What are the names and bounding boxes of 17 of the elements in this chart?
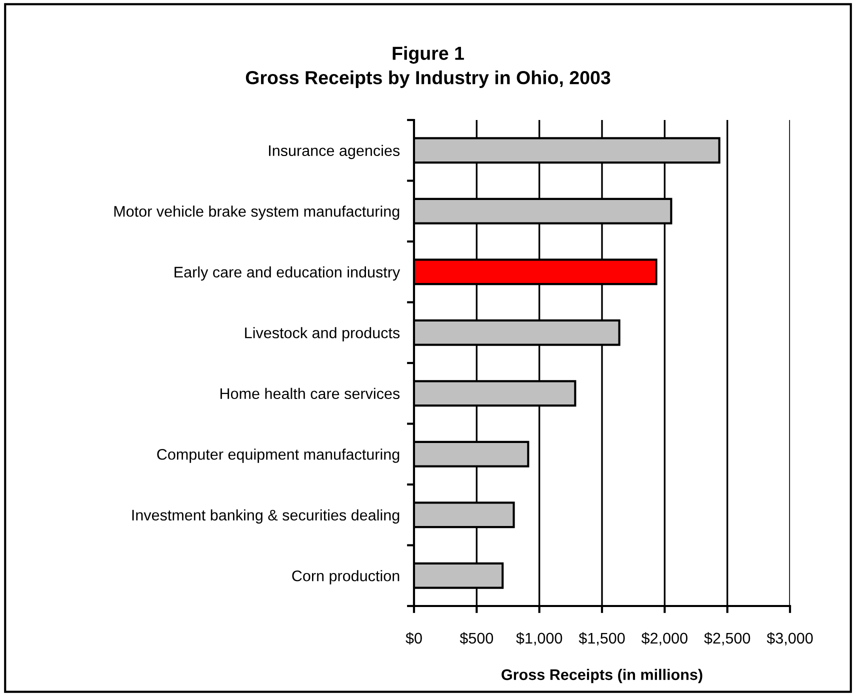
x-tick-label: $3,000	[766, 632, 813, 646]
y-tick-label: Insurance agencies	[269, 144, 400, 160]
x-tick-label: $500	[460, 632, 494, 645]
y-tick-label: Computer equipment manufacturing	[157, 448, 400, 463]
x-tick-label: $2,500	[704, 632, 750, 646]
x-tick-label: $1,000	[516, 632, 562, 646]
y-tick-label: Early care and education industry	[174, 266, 400, 281]
y-tick-label: Investment banking & securities dealing	[132, 509, 400, 524]
y-tick-label: Motor vehicle brake system manufacturing	[114, 206, 400, 220]
y-tick-label: Corn production	[292, 570, 400, 584]
y-tick-label: Home health care services	[220, 388, 400, 400]
x-tick-label: $2,000	[641, 632, 688, 646]
x-tick-label: $1,500	[578, 632, 625, 646]
x-axis-title: Gross Receipts (in millions)	[502, 668, 702, 684]
x-tick-label: $0	[406, 632, 422, 645]
y-tick-label: Livestock and products	[245, 327, 400, 342]
chart-title: Figure 1 Gross Receipts by Industry in Ohio, 2003	[246, 46, 610, 88]
